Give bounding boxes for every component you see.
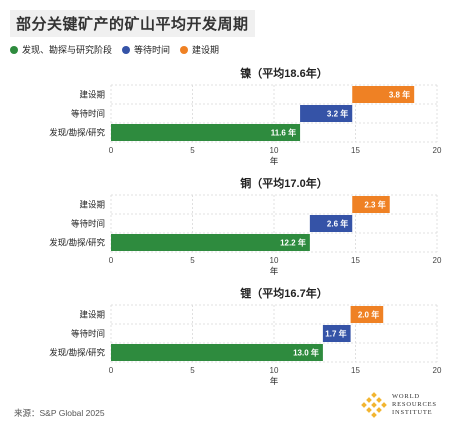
category-label: 建设期 [79, 310, 105, 320]
x-tick-label: 0 [109, 146, 114, 155]
bar-value-label: 3.8 年 [389, 90, 410, 100]
category-label: 等待时间 [71, 219, 105, 229]
wri-logo-icon [361, 392, 387, 418]
wri-logo: WORLD RESOURCES INSTITUTE [361, 392, 437, 418]
x-tick-label: 0 [109, 366, 114, 375]
bar-value-label: 2.3 年 [364, 200, 385, 210]
legend-label-construction: 建设期 [192, 45, 220, 55]
bar-value-label: 2.0 年 [358, 310, 379, 320]
x-tick-label: 20 [433, 146, 442, 155]
x-tick-label: 5 [190, 146, 195, 155]
legend-item-discovery: 发现、勘探与研究阶段 [10, 43, 112, 56]
chart-title: 部分关键矿产的矿山平均开发周期 [10, 10, 255, 37]
logo-line-3: INSTITUTE [392, 409, 433, 416]
legend-swatch-discovery [10, 45, 18, 54]
x-tick-label: 5 [190, 366, 195, 375]
bar-value-label: 12.2 年 [280, 238, 306, 248]
x-axis-label: 年 [270, 376, 279, 386]
legend-label-waiting: 等待时间 [134, 45, 171, 55]
x-axis-label: 年 [270, 266, 279, 276]
source-note: 来源：S&P Global 2025 [14, 408, 105, 418]
category-label: 发现/勘探/研究 [49, 128, 105, 138]
bar-segment [352, 196, 390, 213]
category-label: 等待时间 [71, 329, 105, 339]
logo-line-1: WORLD [392, 393, 420, 400]
bar-segment [111, 344, 323, 361]
x-tick-label: 15 [351, 146, 360, 155]
x-tick-label: 10 [270, 366, 279, 375]
x-tick-label: 5 [190, 256, 195, 265]
bar-segment [309, 215, 353, 232]
category-label: 等待时间 [71, 109, 105, 119]
logo-line-2: RESOURCES [392, 401, 437, 408]
panel-title: 铜（平均17.0年） [239, 176, 327, 190]
bar-value-label: 2.6 年 [327, 219, 348, 229]
panel-title: 锂（平均16.7年） [240, 286, 327, 300]
category-label: 发现/勘探/研究 [49, 238, 105, 248]
bar-value-label: 1.7 年 [325, 329, 346, 339]
bar-segment [322, 325, 351, 342]
bar-value-label: 11.6 年 [271, 128, 296, 138]
category-label: 建设期 [79, 200, 105, 210]
panel-title: 镍（平均18.6年） [240, 66, 327, 80]
legend-swatch-construction [180, 45, 189, 54]
x-tick-label: 10 [270, 146, 279, 155]
legend-swatch-waiting [122, 45, 131, 54]
bar-segment [352, 86, 415, 103]
bar-segment [111, 234, 310, 251]
bar-value-label: 3.2 年 [327, 109, 348, 119]
x-tick-label: 15 [351, 366, 360, 375]
bar-value-label: 13.0 年 [293, 348, 319, 358]
legend-item-construction: 建设期 [180, 43, 219, 56]
legend-label-discovery: 发现、勘探与研究阶段 [22, 45, 113, 55]
category-label: 建设期 [79, 90, 105, 100]
x-tick-label: 10 [270, 256, 279, 265]
bar-segment [300, 105, 353, 122]
x-tick-label: 0 [109, 256, 114, 265]
legend: 发现、勘探与研究阶段 等待时间 建设期 [10, 43, 219, 56]
bar-segment [111, 124, 301, 141]
x-tick-label: 15 [351, 256, 360, 265]
x-axis-label: 年 [270, 156, 279, 166]
bar-segment [350, 306, 384, 323]
x-tick-label: 20 [433, 256, 442, 265]
category-label: 发现/勘探/研究 [49, 348, 105, 358]
wri-logo-text: WORLD RESOURCES INSTITUTE [392, 393, 437, 417]
legend-item-waiting: 等待时间 [122, 43, 170, 56]
x-tick-label: 20 [433, 366, 442, 375]
